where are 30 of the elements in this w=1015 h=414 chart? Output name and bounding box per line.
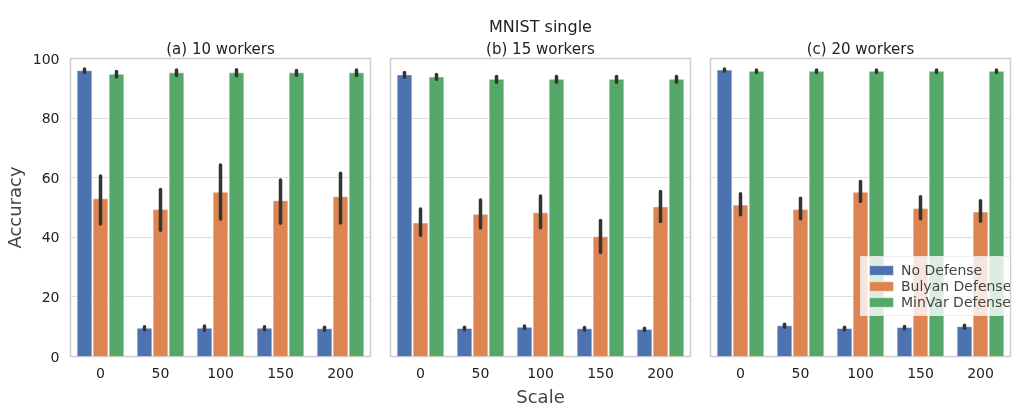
y-tick-label: 60: [41, 169, 60, 186]
legend-label: MinVar Defense: [901, 294, 1011, 310]
x-tick-label: 200: [967, 364, 994, 381]
x-tick-label: 50: [791, 364, 810, 381]
x-tick-label: 150: [907, 364, 934, 381]
x-tick-label: 200: [647, 364, 674, 381]
chart-title: (c) 20 workers: [806, 39, 915, 58]
x-tick-label: 100: [207, 364, 234, 381]
x-tick-label: 0: [736, 364, 745, 381]
x-tick-label: 100: [527, 364, 554, 381]
y-tick-label: 80: [41, 110, 60, 127]
chart-title: (a) 10 workers: [166, 39, 275, 58]
x-tick-label: 150: [267, 364, 294, 381]
y-tick-label: 100: [32, 50, 60, 67]
text: MNIST single: [489, 16, 592, 36]
y-tick-label: 40: [41, 229, 60, 246]
legend-label: No Defense: [901, 262, 983, 278]
x-tick-label: 150: [587, 364, 614, 381]
x-tick-label: 100: [847, 364, 874, 381]
y-tick-label: 0: [50, 348, 60, 365]
legend-label: Bulyan Defense: [901, 278, 1011, 294]
x-tick-label: 50: [471, 364, 490, 381]
y-tick-label: 20: [41, 288, 60, 305]
x-tick-label: 0: [416, 364, 425, 381]
x-axis-title: Scale: [516, 385, 565, 407]
x-tick-label: 50: [151, 364, 170, 381]
y-axis-title: Accuracy: [3, 166, 25, 249]
x-tick-label: 200: [327, 364, 354, 381]
chart-title: (b) 15 workers: [486, 39, 596, 58]
x-tick-label: 0: [96, 364, 105, 381]
